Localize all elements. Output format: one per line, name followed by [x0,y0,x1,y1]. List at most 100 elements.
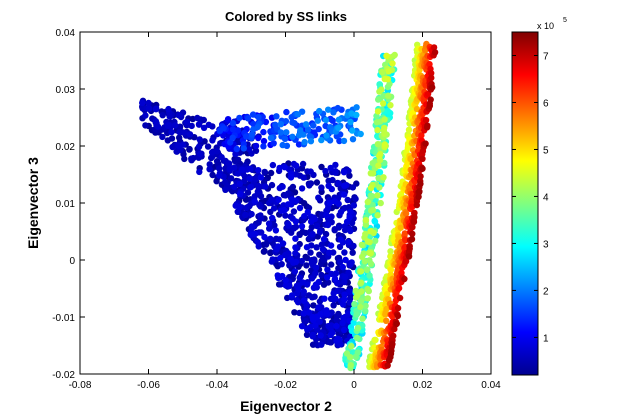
scatter-point [181,155,188,163]
scatter-point [336,243,344,251]
scatter-point [236,180,243,188]
scatter-point [362,221,370,228]
scatter-point [334,104,341,112]
scatter-point [350,319,357,326]
scatter-point [195,143,203,150]
scatter-point [341,291,348,298]
scatter-point [283,129,290,136]
scatter-point [254,188,261,195]
scatter-point [347,354,354,361]
scatter-point [186,131,194,138]
scatter-point [308,275,316,282]
scatter-point [369,206,377,214]
scatter-point [366,272,373,279]
scatter-point [312,281,320,288]
scatter-point [273,113,280,120]
scatter-point [310,302,317,309]
scatter-point [395,285,403,292]
scatter-point [290,208,298,215]
scatter-point [142,112,149,119]
scatter-point [197,150,204,158]
scatter-point [236,190,244,198]
scatter-point [317,332,324,339]
scatter-point [315,125,322,133]
scatter-point [282,192,289,199]
scatter-point [330,290,337,297]
scatter-point [298,323,306,330]
scatter-point [381,130,388,138]
scatter-point [252,142,260,150]
scatter-point [327,242,335,249]
scatter-point [330,109,337,116]
scatter-point [278,261,285,268]
y-axis-ticks: -0.02 -0.01 0 0.01 0.02 0.03 0.04 [52,28,491,381]
scatter-point [257,212,264,219]
scatter-point [416,188,423,195]
scatter-point [358,253,366,261]
scatter-point [371,217,378,225]
scatter-point [304,281,311,288]
scatter-point [229,119,237,127]
scatter-point [277,254,284,262]
scatter-point [281,135,289,142]
scatter-point [218,154,225,161]
scatter-point [385,92,392,99]
scatter-point [359,315,366,322]
scatter-point [429,84,436,91]
scatter-point [378,86,385,93]
scatter-point [292,218,299,225]
scatter-point [310,122,317,129]
scatter-point [364,285,371,293]
scatter-point [394,304,402,312]
scatter-point [374,212,381,219]
scatter-point [302,121,310,128]
scatter-point [315,194,322,201]
scatter-point [351,300,358,308]
scatter-point [216,172,223,179]
scatter-point [341,191,348,198]
scatter-point [381,116,388,123]
y-axis-title: Eigenvector 3 [25,157,41,249]
scatter-point [316,318,323,325]
scatter-point [339,263,346,271]
scatter-point [282,277,289,284]
scatter-point [346,214,353,221]
scatter-point [247,165,254,172]
scatter-point [375,174,382,182]
scatter-point [383,52,390,59]
scatter-point [367,184,375,192]
scatter-point [262,183,269,190]
colorbar-multiplier: x 10 [537,21,554,31]
scatter-point [303,262,310,269]
scatter-point [312,269,319,277]
scatter-point [353,334,361,342]
colorbar-tick-label: 4 [543,192,549,203]
scatter-point [332,168,339,175]
scatter-point [385,68,392,75]
scatter-point [285,220,292,228]
scatter-point [329,176,336,184]
scatter-point [357,279,365,286]
scatter-point [335,224,343,231]
scatter-point [380,100,387,107]
scatter-point [308,259,316,266]
y-tick-label: 0.04 [56,28,76,39]
scatter-point [289,133,296,140]
scatter-point [354,292,361,299]
scatter-point [382,310,389,318]
colorbar-tick-label: 7 [543,51,549,62]
scatter-point [209,137,216,144]
scatter-point [294,299,302,306]
scatter-point [383,290,391,298]
scatter-point [324,310,331,318]
scatter-point [268,181,276,189]
x-tick-label: 0 [351,380,357,391]
scatter-point [292,249,299,257]
scatter-point [240,145,247,152]
scatter-point [380,174,387,181]
scatter-point [171,122,179,129]
scatter-point [231,183,238,191]
scatter-point [313,179,321,186]
scatter-point [222,186,229,193]
scatter-point [146,105,153,112]
